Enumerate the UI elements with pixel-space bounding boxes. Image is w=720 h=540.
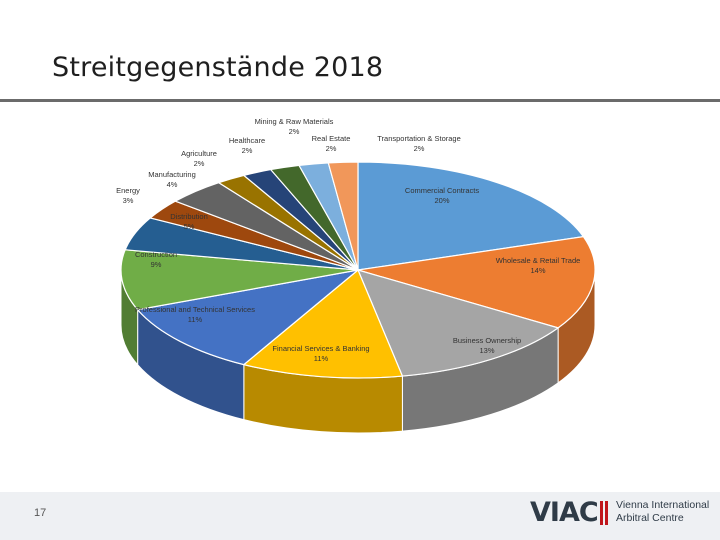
pie-slice-financial-services-and-banking bbox=[242, 269, 404, 379]
data-label-construction: Construction bbox=[135, 250, 177, 259]
data-value-transportation-and-storage: 2% bbox=[414, 144, 425, 153]
logo-name: Vienna International Arbitral Centre bbox=[616, 499, 709, 525]
pie-slice-wholesale-and-retail-trade bbox=[357, 235, 596, 329]
data-label-energy: Energy bbox=[116, 186, 140, 195]
data-label-transportation-and-storage: Transportation & Storage bbox=[377, 134, 461, 143]
data-value-commercial-contracts: 20% bbox=[434, 196, 449, 205]
data-value-financial-services-and-banking: 11% bbox=[314, 354, 329, 363]
data-label-real-estate: Real Estate bbox=[312, 134, 351, 143]
logo-mark: VIAC bbox=[530, 497, 599, 528]
data-value-mining-and-raw-materials: 2% bbox=[289, 127, 300, 136]
slide-title: Streitgegenstände 2018 bbox=[52, 52, 384, 83]
logo-name-line1: Vienna International bbox=[616, 499, 710, 511]
data-label-distribution: Distribution bbox=[170, 212, 208, 221]
data-value-energy: 3% bbox=[123, 196, 134, 205]
viac-logo: VIAC Vienna International Arbitral Centr… bbox=[530, 498, 710, 528]
data-label-mining-and-raw-materials: Mining & Raw Materials bbox=[255, 117, 334, 126]
data-label-agriculture: Agriculture bbox=[181, 149, 217, 158]
page-number: 17 bbox=[34, 507, 47, 519]
data-value-business-ownership: 13% bbox=[479, 346, 494, 355]
pie-slice-commercial-contracts bbox=[357, 161, 585, 271]
pie-slice-transportation-and-storage bbox=[327, 161, 359, 271]
logo-name-line2: Arbitral Centre bbox=[616, 512, 684, 524]
data-label-business-ownership: Business Ownership bbox=[453, 336, 521, 345]
pie-slice-business-ownership bbox=[356, 269, 560, 377]
data-label-wholesale-and-retail-trade: Wholesale & Retail Trade bbox=[496, 256, 581, 265]
data-label-financial-services-and-banking: Financial Services & Banking bbox=[272, 344, 369, 353]
data-value-healthcare: 2% bbox=[242, 146, 253, 155]
pie-slice-construction bbox=[120, 249, 359, 311]
data-value-distribution: 5% bbox=[184, 222, 195, 231]
data-value-manufacturing: 4% bbox=[167, 180, 178, 189]
data-value-real-estate: 2% bbox=[326, 144, 337, 153]
data-label-commercial-contracts: Commercial Contracts bbox=[405, 186, 479, 195]
data-value-construction: 9% bbox=[151, 260, 162, 269]
data-label-professional-and-technical-services: Professional and Technical Services bbox=[135, 305, 255, 314]
data-value-wholesale-and-retail-trade: 14% bbox=[530, 266, 545, 275]
data-label-healthcare: Healthcare bbox=[229, 136, 265, 145]
data-value-professional-and-technical-services: 11% bbox=[188, 315, 203, 324]
data-label-manufacturing: Manufacturing bbox=[148, 170, 196, 179]
title-divider bbox=[0, 99, 720, 102]
data-value-agriculture: 2% bbox=[194, 159, 205, 168]
logo-bars-icon bbox=[600, 501, 610, 525]
pie-slice-professional-and-technical-services bbox=[136, 269, 361, 366]
